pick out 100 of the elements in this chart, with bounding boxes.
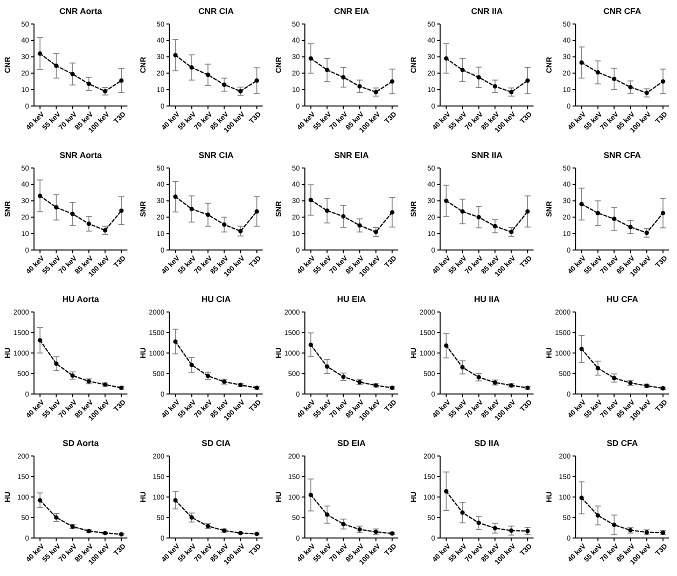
point bbox=[341, 522, 346, 526]
chart-title: CNR IIA bbox=[471, 6, 503, 16]
point bbox=[238, 89, 243, 94]
chart-title: SD CFA bbox=[606, 438, 638, 448]
point bbox=[70, 212, 75, 216]
point bbox=[525, 78, 530, 83]
point bbox=[390, 210, 394, 214]
chart-title: HU CFA bbox=[606, 294, 638, 304]
point bbox=[238, 228, 243, 234]
point bbox=[189, 206, 194, 212]
point bbox=[86, 222, 92, 226]
point bbox=[660, 210, 666, 216]
point bbox=[390, 79, 394, 84]
point bbox=[644, 90, 649, 96]
point bbox=[357, 84, 362, 89]
chart-title: SD CIA bbox=[202, 438, 231, 448]
point bbox=[444, 489, 448, 494]
chart-title: HU Aorta bbox=[62, 294, 100, 304]
point bbox=[476, 520, 481, 526]
point bbox=[612, 522, 616, 528]
point bbox=[660, 79, 666, 84]
point bbox=[492, 84, 498, 89]
point bbox=[324, 364, 330, 369]
point bbox=[324, 512, 330, 517]
point bbox=[308, 492, 313, 498]
chart-title: CNR Aorta bbox=[59, 6, 102, 16]
chart-title: SNR CFA bbox=[604, 150, 641, 160]
point bbox=[173, 194, 178, 199]
point bbox=[38, 338, 42, 342]
chart-title: SNR Aorta bbox=[60, 150, 102, 160]
chart-title: HU CIA bbox=[201, 294, 231, 304]
point bbox=[206, 212, 210, 217]
point bbox=[54, 64, 58, 68]
point bbox=[628, 84, 633, 90]
point bbox=[374, 230, 378, 234]
point bbox=[341, 214, 346, 219]
point bbox=[206, 72, 210, 78]
point bbox=[119, 78, 124, 83]
point bbox=[579, 202, 584, 206]
point bbox=[476, 75, 481, 80]
point bbox=[628, 224, 633, 230]
point bbox=[324, 68, 330, 72]
chart-title: SD EIA bbox=[337, 438, 366, 448]
point bbox=[70, 72, 75, 76]
point bbox=[509, 90, 514, 94]
point bbox=[38, 51, 42, 56]
point bbox=[102, 228, 108, 233]
point bbox=[357, 223, 362, 228]
point bbox=[86, 82, 92, 86]
point bbox=[38, 194, 42, 198]
point bbox=[189, 65, 194, 70]
chart-title: SNR IIA bbox=[471, 150, 502, 160]
point bbox=[173, 339, 178, 344]
point bbox=[374, 90, 378, 94]
point bbox=[173, 52, 178, 58]
point bbox=[492, 224, 498, 228]
point bbox=[612, 76, 616, 82]
chart-title: CNR CIA bbox=[198, 6, 234, 16]
point bbox=[509, 230, 514, 234]
point bbox=[460, 209, 465, 214]
point bbox=[173, 498, 178, 502]
point bbox=[222, 82, 226, 87]
point bbox=[579, 346, 584, 352]
point bbox=[444, 56, 448, 61]
point bbox=[119, 208, 124, 213]
point bbox=[341, 75, 346, 80]
point bbox=[476, 215, 481, 220]
point bbox=[596, 210, 600, 216]
chart-title: SD Aorta bbox=[62, 438, 99, 448]
chart-title: HU EIA bbox=[337, 294, 366, 304]
point bbox=[324, 208, 330, 213]
point bbox=[460, 68, 465, 72]
point bbox=[444, 343, 448, 348]
chart-title: CNR CFA bbox=[603, 6, 642, 16]
point bbox=[189, 362, 194, 368]
point bbox=[254, 209, 259, 214]
point bbox=[54, 205, 58, 210]
point bbox=[189, 515, 194, 520]
point bbox=[596, 70, 600, 75]
chart-title: SNR CIA bbox=[198, 150, 234, 160]
point bbox=[579, 496, 584, 500]
point bbox=[222, 222, 226, 227]
point bbox=[444, 198, 448, 203]
chart-title: SNR EIA bbox=[334, 150, 369, 160]
point bbox=[460, 365, 465, 370]
point bbox=[38, 498, 42, 502]
chart-title: CNR EIA bbox=[334, 6, 369, 16]
point bbox=[596, 366, 600, 370]
point bbox=[644, 230, 649, 235]
point bbox=[612, 216, 616, 222]
point bbox=[308, 198, 313, 202]
point bbox=[509, 528, 514, 533]
point bbox=[596, 513, 600, 518]
point bbox=[308, 56, 313, 61]
chart-title: HU IIA bbox=[474, 294, 500, 304]
chart-title: SD IIA bbox=[474, 438, 500, 448]
point bbox=[579, 60, 584, 65]
point bbox=[492, 526, 498, 530]
point bbox=[460, 510, 465, 515]
point bbox=[54, 361, 58, 366]
